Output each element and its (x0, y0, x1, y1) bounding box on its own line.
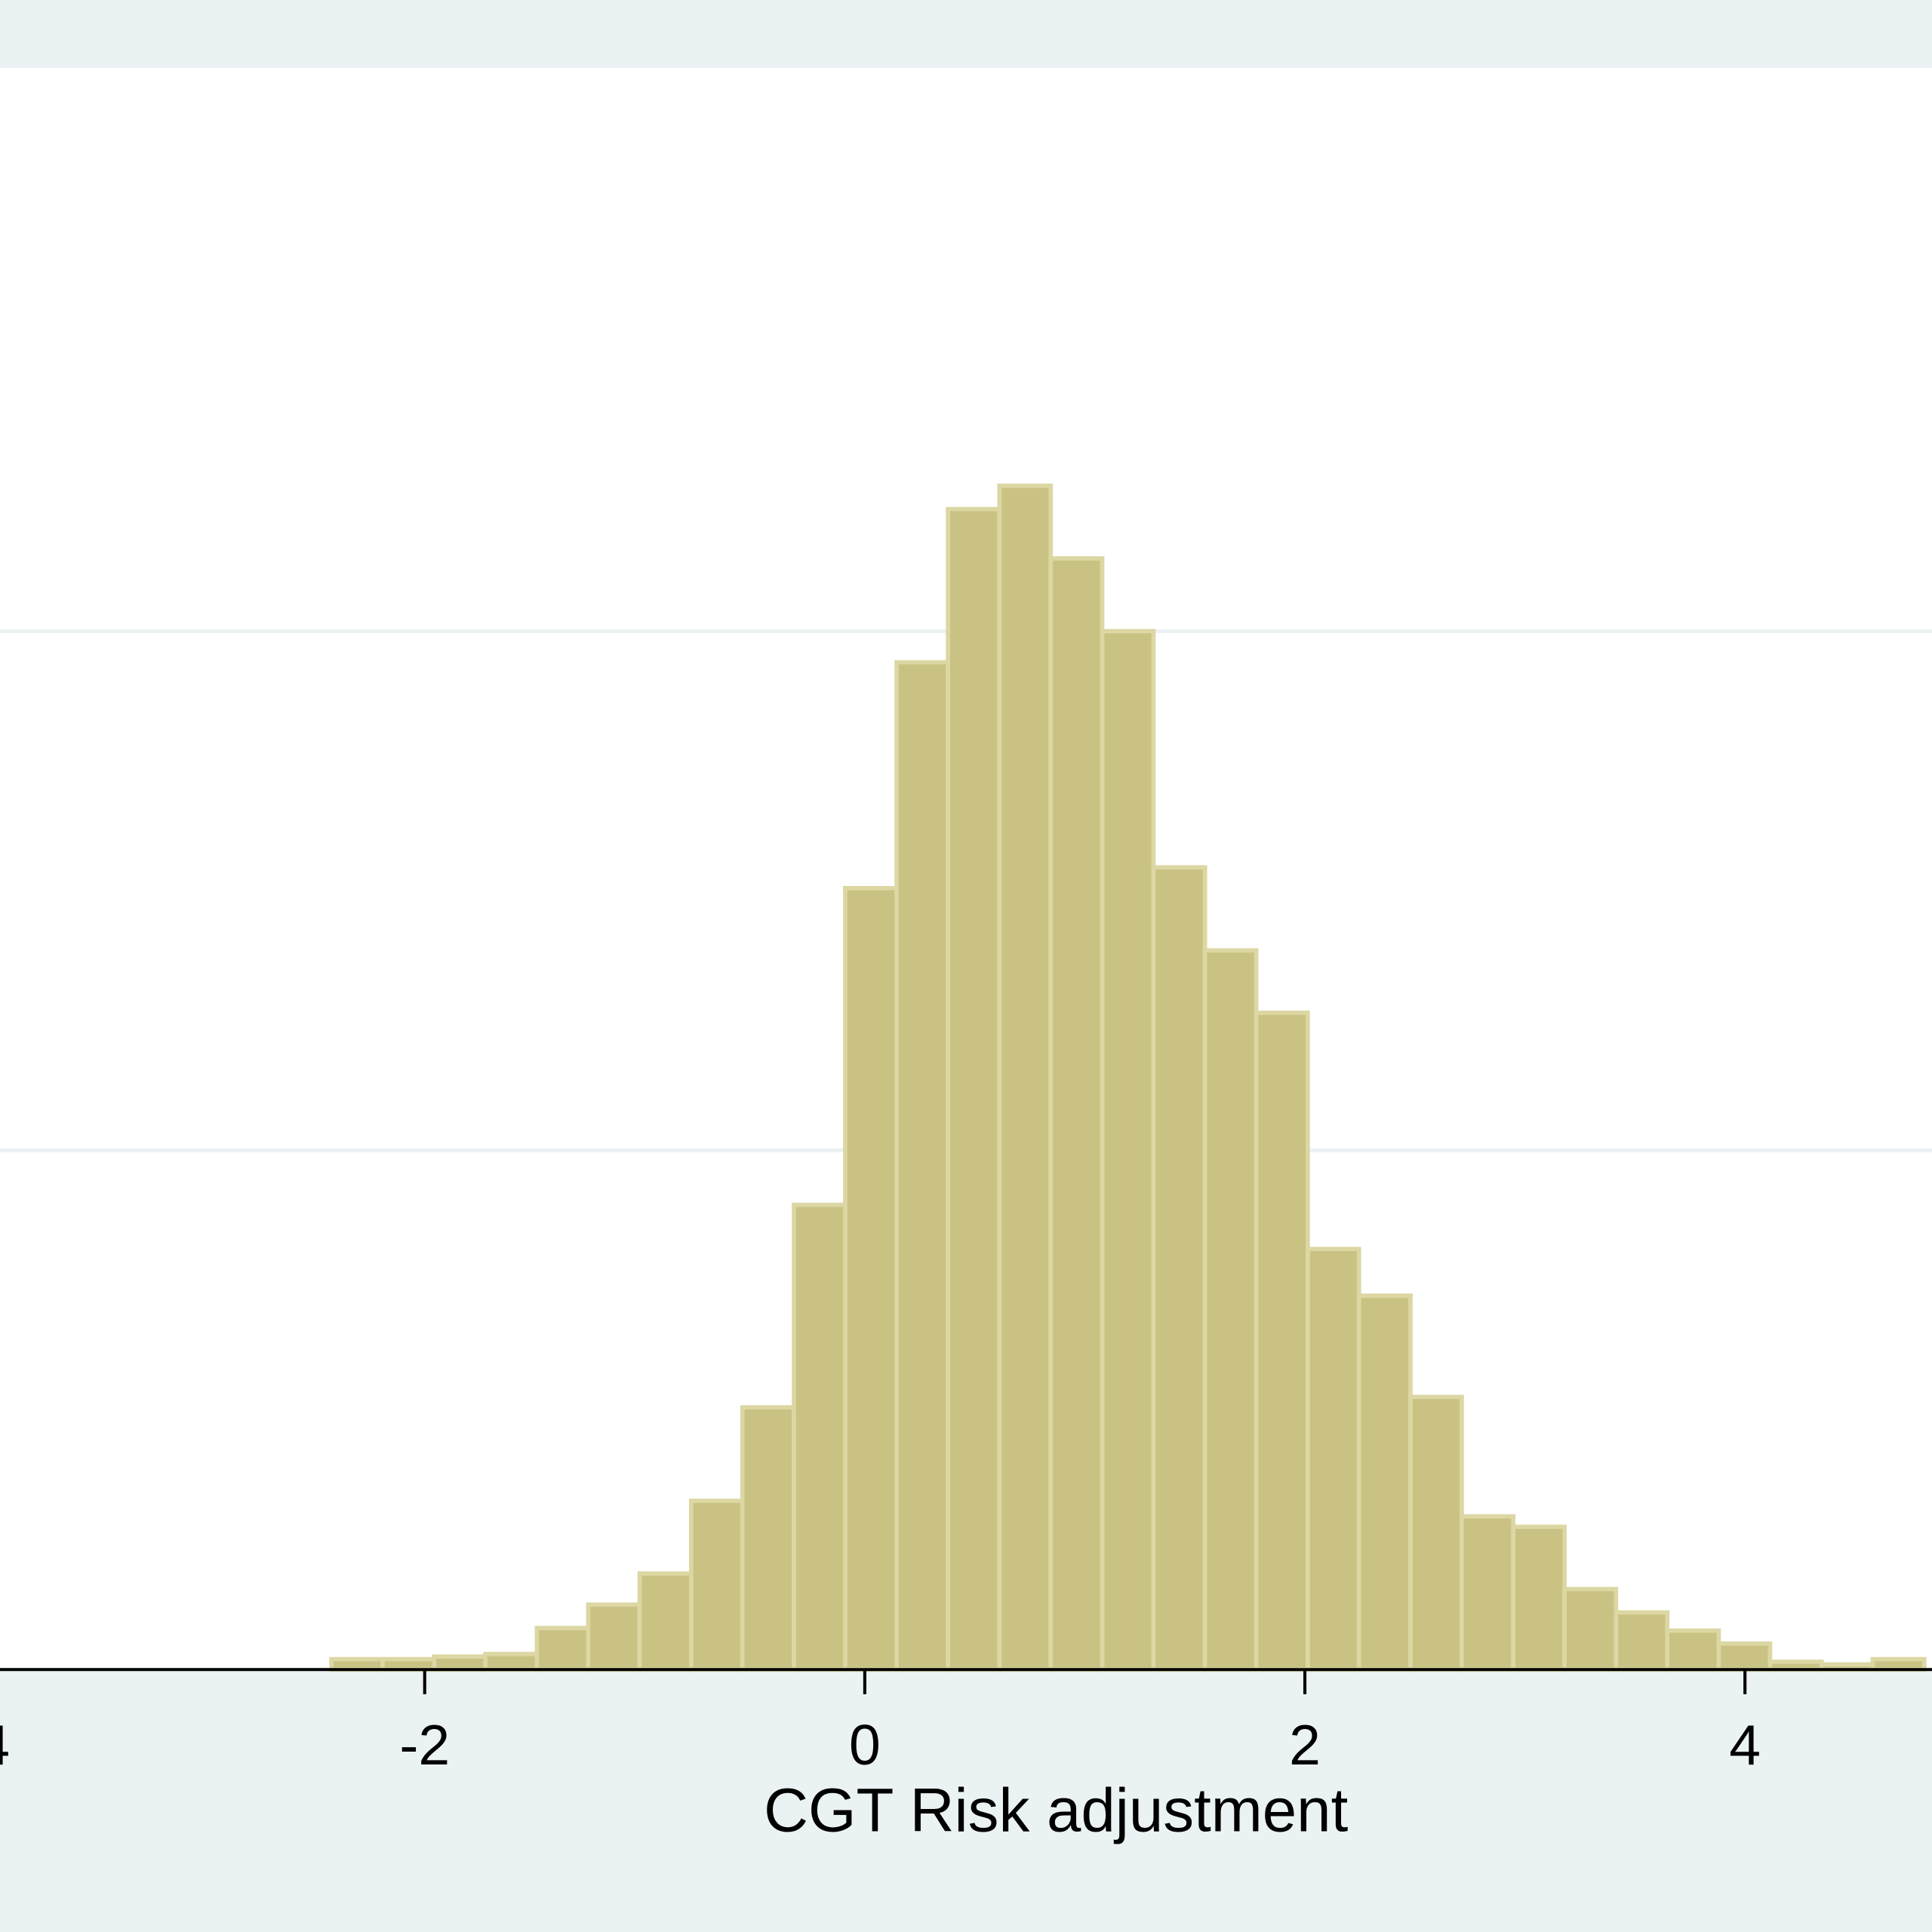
bar (1202, 948, 1259, 1672)
bar (792, 1202, 848, 1672)
bar (1665, 1628, 1721, 1672)
bar (1614, 1610, 1670, 1672)
bar (1562, 1586, 1619, 1672)
bar (483, 1651, 540, 1672)
bars (329, 483, 1927, 1672)
bar (1716, 1641, 1773, 1672)
x-tick-label: -2 (399, 1713, 450, 1777)
bar (329, 1657, 385, 1672)
bar (1048, 556, 1105, 1672)
x-tick-label: 2 (1289, 1713, 1321, 1777)
bar (586, 1602, 642, 1672)
x-tick-label: -4 (0, 1713, 10, 1777)
bar (688, 1498, 745, 1672)
x-tick-label: 0 (849, 1713, 881, 1777)
bar (1100, 629, 1156, 1672)
bar (1254, 1011, 1310, 1672)
bar (1460, 1514, 1515, 1672)
bar (894, 660, 950, 1672)
bar (1305, 1247, 1361, 1672)
bar (1870, 1657, 1927, 1672)
bar (843, 885, 900, 1672)
bar (534, 1626, 591, 1672)
x-tick-label: 4 (1729, 1713, 1761, 1777)
bar (1356, 1294, 1413, 1672)
bar (1511, 1524, 1567, 1672)
x-axis-label: CGT Risk adjustment (764, 1776, 1348, 1844)
bar (637, 1571, 694, 1672)
bar (997, 483, 1054, 1672)
bar (1151, 865, 1208, 1672)
bar (740, 1404, 796, 1672)
bar (432, 1654, 488, 1672)
bar (380, 1657, 437, 1672)
bar (946, 506, 1002, 1672)
bar (1408, 1395, 1464, 1672)
